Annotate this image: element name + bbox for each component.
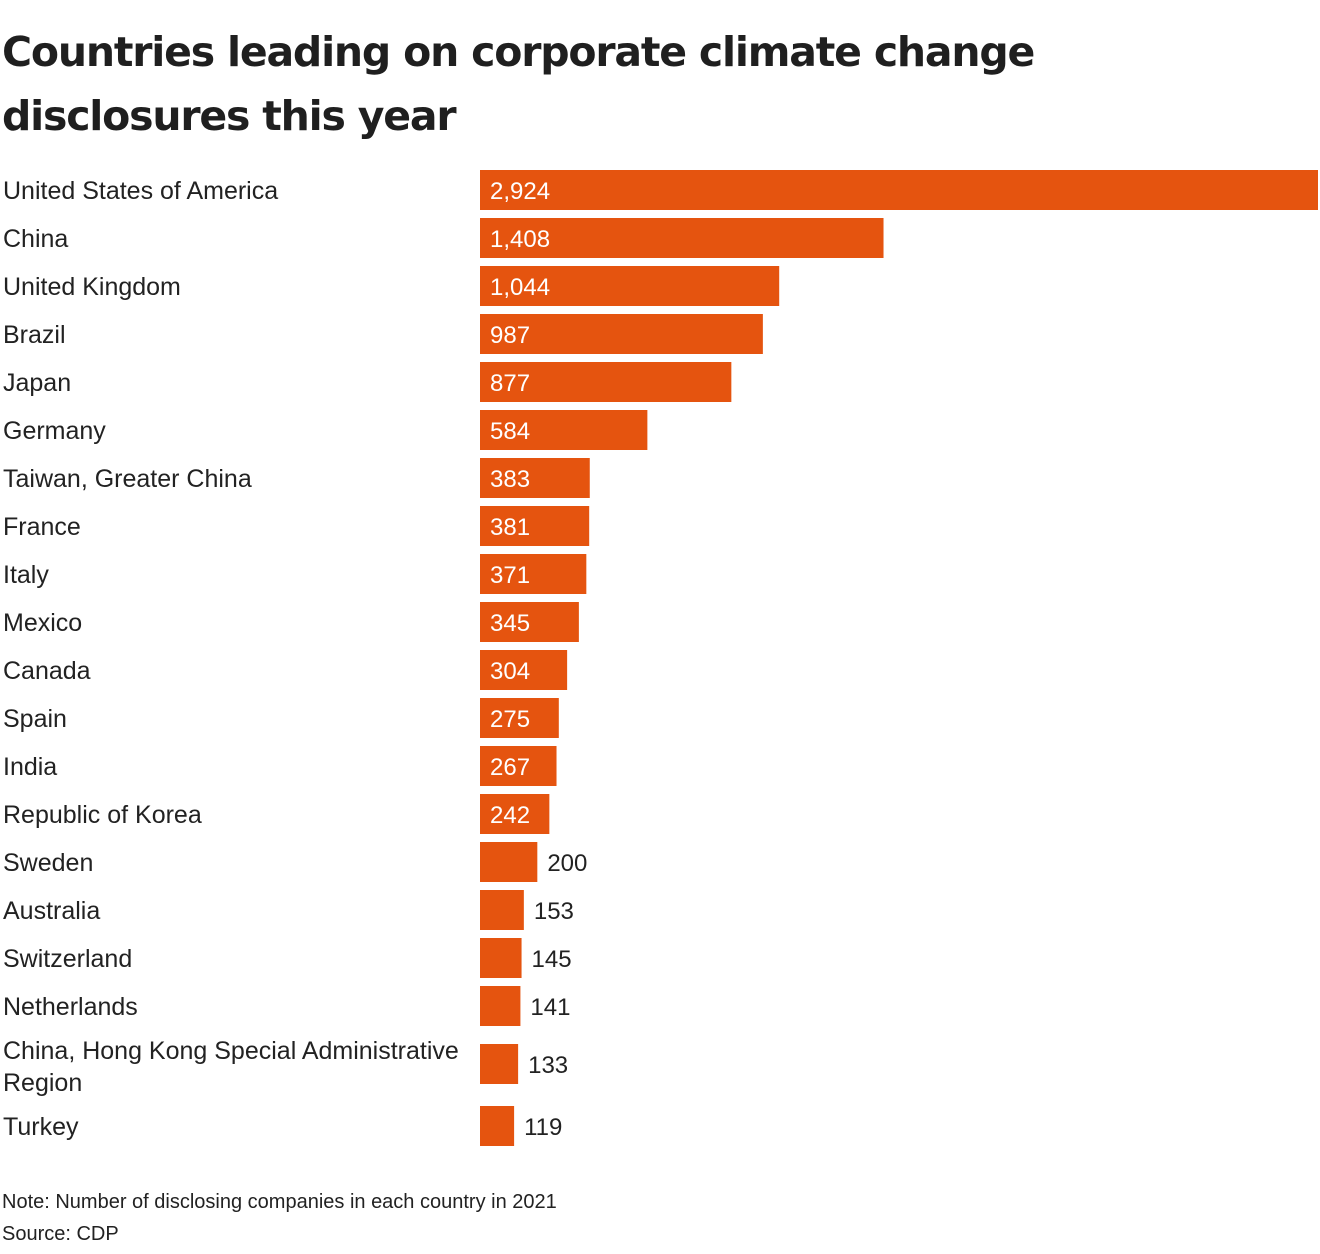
bar — [480, 794, 550, 834]
category-label: Canada — [3, 657, 91, 685]
value-label: 987 — [490, 322, 530, 349]
value-label: 383 — [490, 466, 530, 493]
category-label: China, Hong Kong Special Administrative R… — [3, 1037, 459, 1097]
chart-note: Note: Number of disclosing companies in … — [2, 1191, 557, 1213]
category-label: Republic of Korea — [3, 801, 202, 829]
value-label: 1,408 — [490, 226, 550, 253]
chart-source: Source: CDP — [2, 1223, 119, 1245]
bar — [480, 170, 1318, 210]
category-label: Netherlands — [3, 993, 138, 1021]
bar — [480, 1044, 519, 1084]
value-label: 200 — [547, 850, 587, 877]
value-label: 371 — [490, 562, 530, 589]
category-label: Germany — [3, 417, 106, 445]
bar — [480, 266, 780, 306]
bar — [480, 986, 521, 1026]
bar — [480, 1106, 515, 1146]
bar — [480, 698, 559, 738]
category-label: Mexico — [3, 609, 82, 637]
bar-chart: United States of America 2,924 China 1,408 U… — [3, 170, 1318, 1146]
value-label: 304 — [490, 658, 530, 685]
bar — [480, 506, 590, 546]
value-label: 584 — [490, 418, 530, 445]
bar — [480, 458, 590, 498]
value-label: 141 — [530, 994, 570, 1021]
value-label: 119 — [524, 1114, 562, 1141]
category-label: United States of America — [3, 177, 278, 205]
category-label: Switzerland — [3, 945, 132, 973]
value-label: 381 — [490, 514, 530, 541]
category-label: Australia — [3, 897, 100, 925]
bar — [480, 362, 732, 402]
category-label: Brazil — [3, 321, 66, 349]
value-label: 877 — [490, 370, 530, 397]
value-label: 1,044 — [490, 274, 550, 301]
category-label: Taiwan, Greater China — [3, 465, 252, 493]
category-label: Turkey — [3, 1113, 79, 1141]
category-label: France — [3, 513, 81, 541]
bar — [480, 410, 648, 450]
bar — [480, 218, 884, 258]
category-label: Italy — [3, 561, 49, 589]
category-label-line: Region — [3, 1069, 82, 1097]
bar — [480, 602, 579, 642]
value-label: 242 — [490, 802, 530, 829]
category-label: Japan — [3, 369, 71, 397]
bar — [480, 650, 568, 690]
value-label: 153 — [534, 898, 574, 925]
bar — [480, 746, 557, 786]
value-label: 2,924 — [490, 178, 550, 205]
category-label: China — [3, 225, 68, 253]
value-label: 267 — [490, 754, 530, 781]
value-label: 145 — [532, 946, 572, 973]
value-label: 345 — [490, 610, 530, 637]
bar — [480, 314, 763, 354]
category-label: United Kingdom — [3, 273, 181, 301]
bar — [480, 554, 587, 594]
value-label: 133 — [528, 1052, 568, 1079]
value-label: 275 — [490, 706, 530, 733]
bar — [480, 842, 538, 882]
category-label: India — [3, 753, 57, 781]
bar — [480, 938, 522, 978]
bar — [480, 890, 524, 930]
category-label: Spain — [3, 705, 67, 733]
category-label-line: China, Hong Kong Special Administrative — [3, 1037, 459, 1065]
chart-title: Countries leading on corporate climate c… — [2, 28, 1035, 140]
category-label: Sweden — [3, 849, 93, 877]
